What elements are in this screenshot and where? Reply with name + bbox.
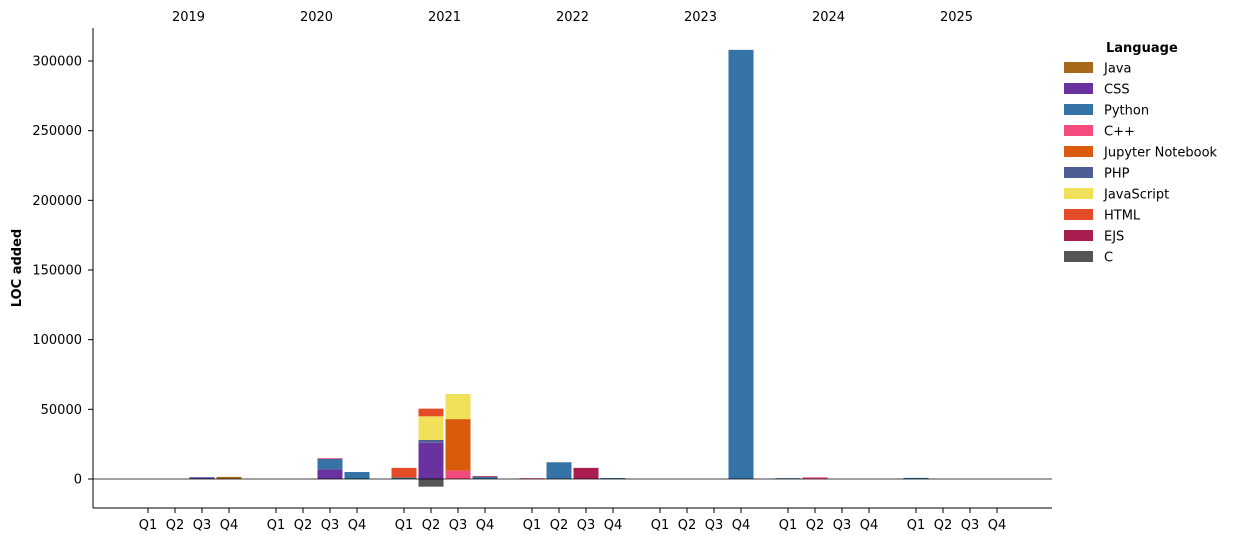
y-ticks: 0 50000 100000 150000 200000 250000 300000 bbox=[32, 55, 93, 488]
x-tick-label: Q1 bbox=[651, 518, 670, 533]
legend-label: HTML bbox=[1104, 209, 1141, 224]
x-tick-label: Q2 bbox=[806, 518, 825, 533]
bar-segment bbox=[775, 478, 801, 479]
legend-swatch bbox=[1064, 104, 1093, 115]
x-tick-label: Q3 bbox=[705, 518, 724, 533]
x-tick-label: Q4 bbox=[732, 518, 751, 533]
x-tick-label: Q2 bbox=[294, 518, 313, 533]
bar-segment bbox=[418, 439, 444, 443]
bar-segment bbox=[903, 477, 929, 479]
x-tick-label: Q1 bbox=[523, 518, 542, 533]
x-tick-label: Q1 bbox=[395, 518, 414, 533]
y-tick-label: 250000 bbox=[32, 124, 82, 139]
bar-segment bbox=[391, 477, 417, 479]
bar-segment bbox=[445, 419, 471, 471]
x-tick-label: Q4 bbox=[220, 518, 239, 533]
bar-segment bbox=[546, 462, 572, 479]
legend-swatch bbox=[1064, 251, 1093, 262]
legend-label: EJS bbox=[1104, 230, 1124, 245]
y-tick-label: 200000 bbox=[32, 194, 82, 209]
bar-segment bbox=[344, 472, 370, 479]
bar-segment bbox=[445, 470, 471, 479]
x-tick-label: Q4 bbox=[988, 518, 1007, 533]
x-tick-label: Q2 bbox=[422, 518, 441, 533]
x-tick-label: Q3 bbox=[833, 518, 852, 533]
legend-label: PHP bbox=[1104, 167, 1130, 182]
x-tick-label: Q3 bbox=[577, 518, 596, 533]
legend-swatch bbox=[1064, 188, 1093, 199]
x-tick-label: Q1 bbox=[267, 518, 286, 533]
y-tick-label: 100000 bbox=[32, 333, 82, 348]
year-label: 2020 bbox=[300, 10, 333, 25]
bar-segment bbox=[317, 458, 343, 470]
x-tick-label: Q2 bbox=[678, 518, 697, 533]
bar-segment bbox=[573, 467, 599, 479]
bar-segment bbox=[418, 408, 444, 417]
x-tick-label: Q4 bbox=[476, 518, 495, 533]
bar-segment bbox=[519, 478, 545, 479]
year-label: 2023 bbox=[684, 10, 717, 25]
legend-label: C++ bbox=[1104, 125, 1135, 140]
legend-swatch bbox=[1064, 83, 1093, 94]
legend-title: Language bbox=[1106, 41, 1178, 56]
legend-swatch bbox=[1064, 167, 1093, 178]
year-label: 2022 bbox=[556, 10, 589, 25]
year-label: 2019 bbox=[172, 10, 205, 25]
x-tick-label: Q1 bbox=[907, 518, 926, 533]
legend-label: Python bbox=[1104, 104, 1149, 119]
x-ticks: Q1 Q2 Q3 Q4 Q1 Q2 Q3 Q4 Q1 Q2 Q3 Q4 Q1 Q2 Q3 Q4 Q1 Q2 Q3 Q4… bbox=[139, 508, 1007, 533]
bar-segment bbox=[189, 477, 215, 478]
legend: Language Java CSS Python C++ Jupyter Noteboo… bbox=[1064, 41, 1218, 266]
year-label: 2025 bbox=[940, 10, 973, 25]
bar-segment bbox=[472, 476, 498, 479]
bar-segment bbox=[189, 477, 215, 479]
year-label: 2021 bbox=[428, 10, 461, 25]
y-tick-label: 150000 bbox=[32, 264, 82, 279]
legend-label: C bbox=[1104, 251, 1113, 266]
legend-label: Jupyter Notebook bbox=[1103, 146, 1218, 161]
legend-label: Java bbox=[1103, 62, 1131, 77]
bar-segment bbox=[600, 478, 626, 479]
bar-segment bbox=[472, 476, 498, 478]
year-labels: 2019 2020 2021 2022 2023 2024 2025 bbox=[172, 10, 973, 25]
legend-label: JavaScript bbox=[1103, 188, 1169, 203]
legend-swatch bbox=[1064, 62, 1093, 73]
y-tick-label: 0 bbox=[74, 473, 82, 488]
legend-swatch bbox=[1064, 230, 1093, 241]
legend-label: CSS bbox=[1104, 83, 1130, 98]
x-tick-label: Q3 bbox=[193, 518, 212, 533]
bar-segment bbox=[445, 394, 471, 420]
bars bbox=[189, 49, 929, 487]
x-tick-label: Q1 bbox=[139, 518, 158, 533]
bar-segment bbox=[317, 458, 343, 459]
x-tick-label: Q3 bbox=[449, 518, 468, 533]
y-tick-label: 50000 bbox=[41, 403, 82, 418]
x-tick-label: Q3 bbox=[321, 518, 340, 533]
legend-swatch bbox=[1064, 146, 1093, 157]
legend-swatch bbox=[1064, 209, 1093, 220]
year-label: 2024 bbox=[812, 10, 845, 25]
bar-segment bbox=[418, 416, 444, 440]
x-tick-label: Q2 bbox=[550, 518, 569, 533]
x-tick-label: Q3 bbox=[961, 518, 980, 533]
y-tick-label: 300000 bbox=[32, 55, 82, 70]
x-tick-label: Q2 bbox=[166, 518, 185, 533]
bar-segment bbox=[418, 479, 444, 487]
bar-segment bbox=[216, 476, 242, 479]
x-tick-label: Q4 bbox=[604, 518, 623, 533]
x-tick-label: Q1 bbox=[779, 518, 798, 533]
y-axis-title: LOC added bbox=[10, 229, 25, 307]
bar-segment bbox=[728, 49, 754, 479]
x-tick-label: Q4 bbox=[348, 518, 367, 533]
legend-swatch bbox=[1064, 125, 1093, 136]
x-tick-label: Q4 bbox=[860, 518, 879, 533]
bar-segment bbox=[418, 442, 444, 479]
bar-segment bbox=[317, 469, 343, 479]
x-tick-label: Q2 bbox=[934, 518, 953, 533]
bar-segment bbox=[391, 467, 417, 478]
bar-segment bbox=[802, 477, 828, 479]
